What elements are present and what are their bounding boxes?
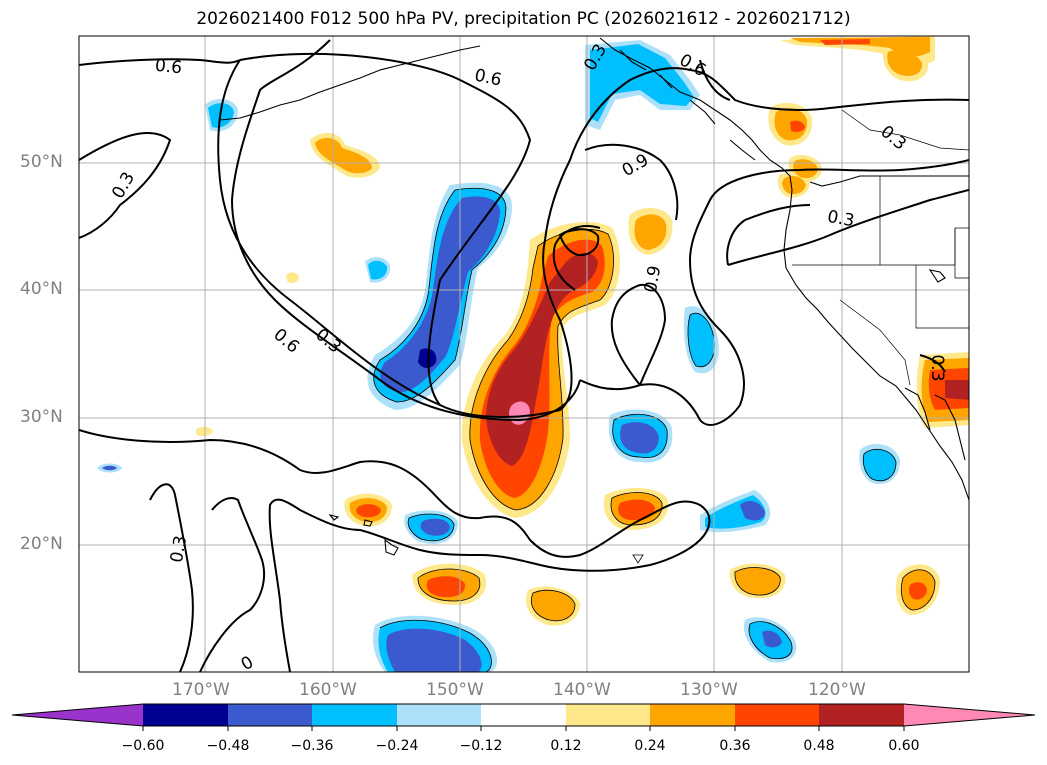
pv-label: 0.9 (641, 264, 665, 294)
graticule (79, 36, 969, 672)
colorbar-extend-high (904, 704, 1035, 726)
pv-label: 0.3 (927, 354, 947, 381)
coastlines (219, 37, 969, 556)
lon-label: 120°W (808, 680, 866, 700)
colorbar-tick-label: 0.24 (634, 738, 666, 754)
lon-label: 130°W (680, 680, 738, 700)
pv-label: 0.9 (619, 150, 652, 181)
lat-label: 40°N (20, 279, 63, 299)
pv-label: 0.3 (108, 169, 139, 202)
pv-label: 0.6 (473, 66, 504, 91)
pv-label: 0.3 (311, 325, 345, 358)
lon-label: 160°W (299, 680, 357, 700)
colorbar-tick-label: −0.12 (459, 738, 503, 754)
lon-label: 170°W (172, 680, 230, 700)
lon-label: 140°W (553, 680, 611, 700)
state-borders (792, 109, 969, 386)
lon-label: 150°W (426, 680, 484, 700)
colorbar-tick-label: 0.60 (888, 738, 920, 754)
lat-label: 50°N (20, 152, 63, 172)
colorbar (11, 703, 1036, 731)
colorbar-extend-low (12, 704, 143, 726)
colorbar-tick-label: 0.48 (803, 738, 835, 754)
colorbar-tick-label: 0.36 (719, 738, 751, 754)
pv-label: 0.6 (269, 325, 303, 358)
colorbar-tick-label: 0.12 (550, 738, 582, 754)
pv-label: 0.3 (167, 534, 191, 564)
pv-contours (79, 39, 969, 672)
colorbar-tick-label: −0.48 (206, 738, 250, 754)
lat-label: 20°N (20, 534, 63, 554)
colorbar-tick-label: −0.36 (290, 738, 334, 754)
precipitation-field (97, 36, 969, 672)
pv-label: 0.3 (826, 207, 856, 231)
colorbar-tick-label: −0.60 (121, 738, 165, 754)
colorbar-tick-label: −0.24 (375, 738, 419, 754)
lat-label: 30°N (20, 407, 63, 427)
map-frame (78, 35, 970, 673)
map-title: 2026021400 F012 500 hPa PV, precipitatio… (196, 9, 851, 29)
pv-label: 0.3 (876, 122, 910, 155)
pv-label: 0.6 (154, 56, 183, 79)
